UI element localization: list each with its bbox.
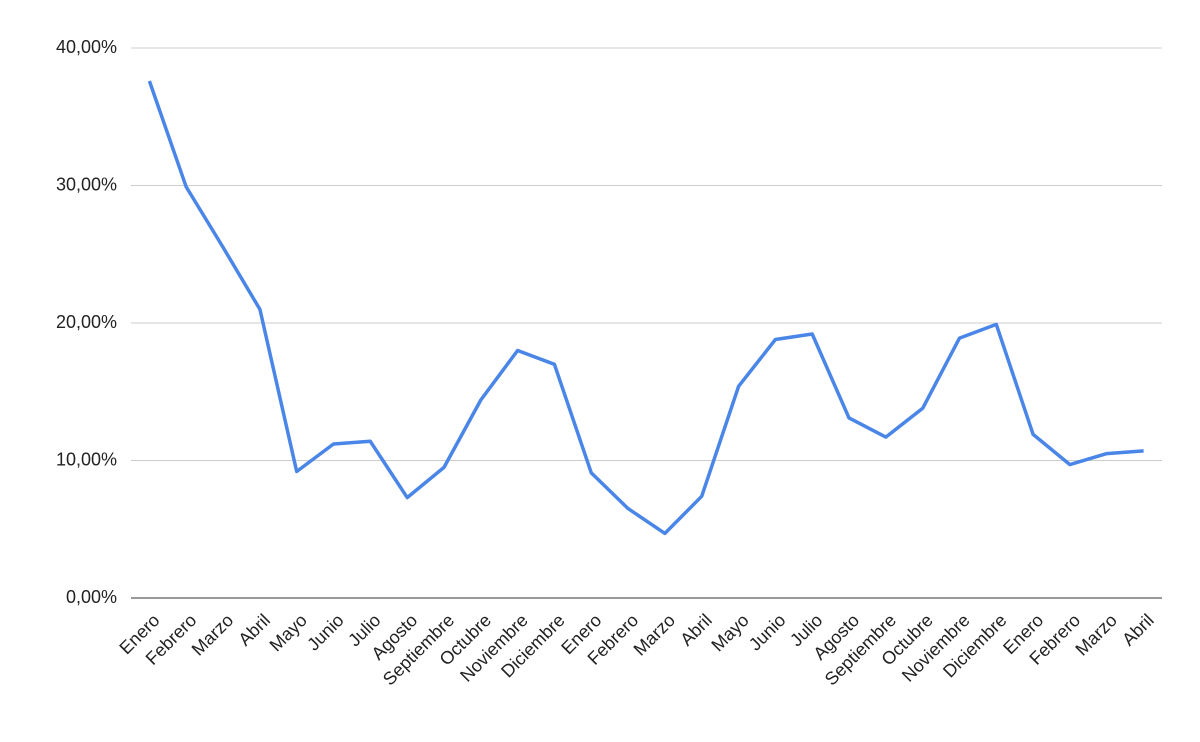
x-tick-label: Marzo [1071,610,1121,660]
x-tick-label: Marzo [630,610,680,660]
x-tick-label: Mayo [707,610,752,655]
x-tick-label: Mayo [266,610,311,655]
y-tick-label: 40,00% [56,37,117,57]
x-tick-label: Abril [1118,610,1158,650]
y-tick-label: 0,00% [66,587,117,607]
x-tick-label: Junio [745,610,790,655]
x-tick-label: Marzo [188,610,238,660]
x-tick-label: Junio [303,610,348,655]
y-tick-label: 20,00% [56,312,117,332]
y-tick-label: 30,00% [56,174,117,194]
data-line [147,80,1144,536]
y-tick-label: 10,00% [56,449,117,469]
